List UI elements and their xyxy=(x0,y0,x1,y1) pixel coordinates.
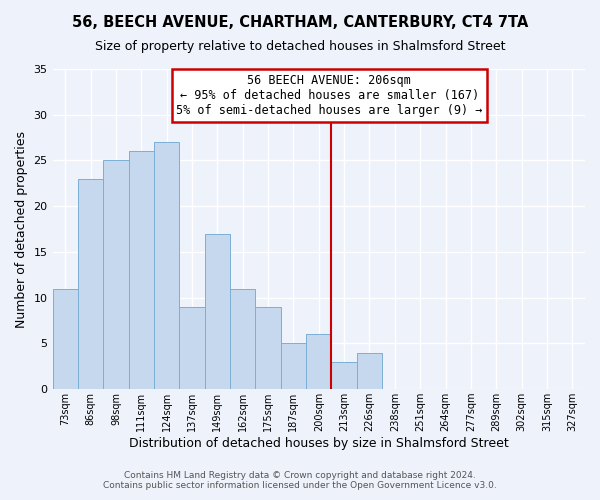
Text: Contains HM Land Registry data © Crown copyright and database right 2024.
Contai: Contains HM Land Registry data © Crown c… xyxy=(103,470,497,490)
Bar xyxy=(78,179,103,389)
Y-axis label: Number of detached properties: Number of detached properties xyxy=(15,130,28,328)
Bar xyxy=(230,288,256,389)
Text: 56, BEECH AVENUE, CHARTHAM, CANTERBURY, CT4 7TA: 56, BEECH AVENUE, CHARTHAM, CANTERBURY, … xyxy=(72,15,528,30)
Bar xyxy=(357,352,382,389)
Bar xyxy=(205,234,230,389)
Bar xyxy=(128,152,154,389)
Bar xyxy=(256,307,281,389)
Bar xyxy=(281,344,306,389)
Text: 56 BEECH AVENUE: 206sqm
← 95% of detached houses are smaller (167)
5% of semi-de: 56 BEECH AVENUE: 206sqm ← 95% of detache… xyxy=(176,74,482,117)
Bar xyxy=(53,288,78,389)
Bar xyxy=(306,334,331,389)
Text: Size of property relative to detached houses in Shalmsford Street: Size of property relative to detached ho… xyxy=(95,40,505,53)
Bar xyxy=(331,362,357,389)
Bar xyxy=(179,307,205,389)
Bar xyxy=(103,160,128,389)
X-axis label: Distribution of detached houses by size in Shalmsford Street: Distribution of detached houses by size … xyxy=(129,437,509,450)
Bar xyxy=(154,142,179,389)
